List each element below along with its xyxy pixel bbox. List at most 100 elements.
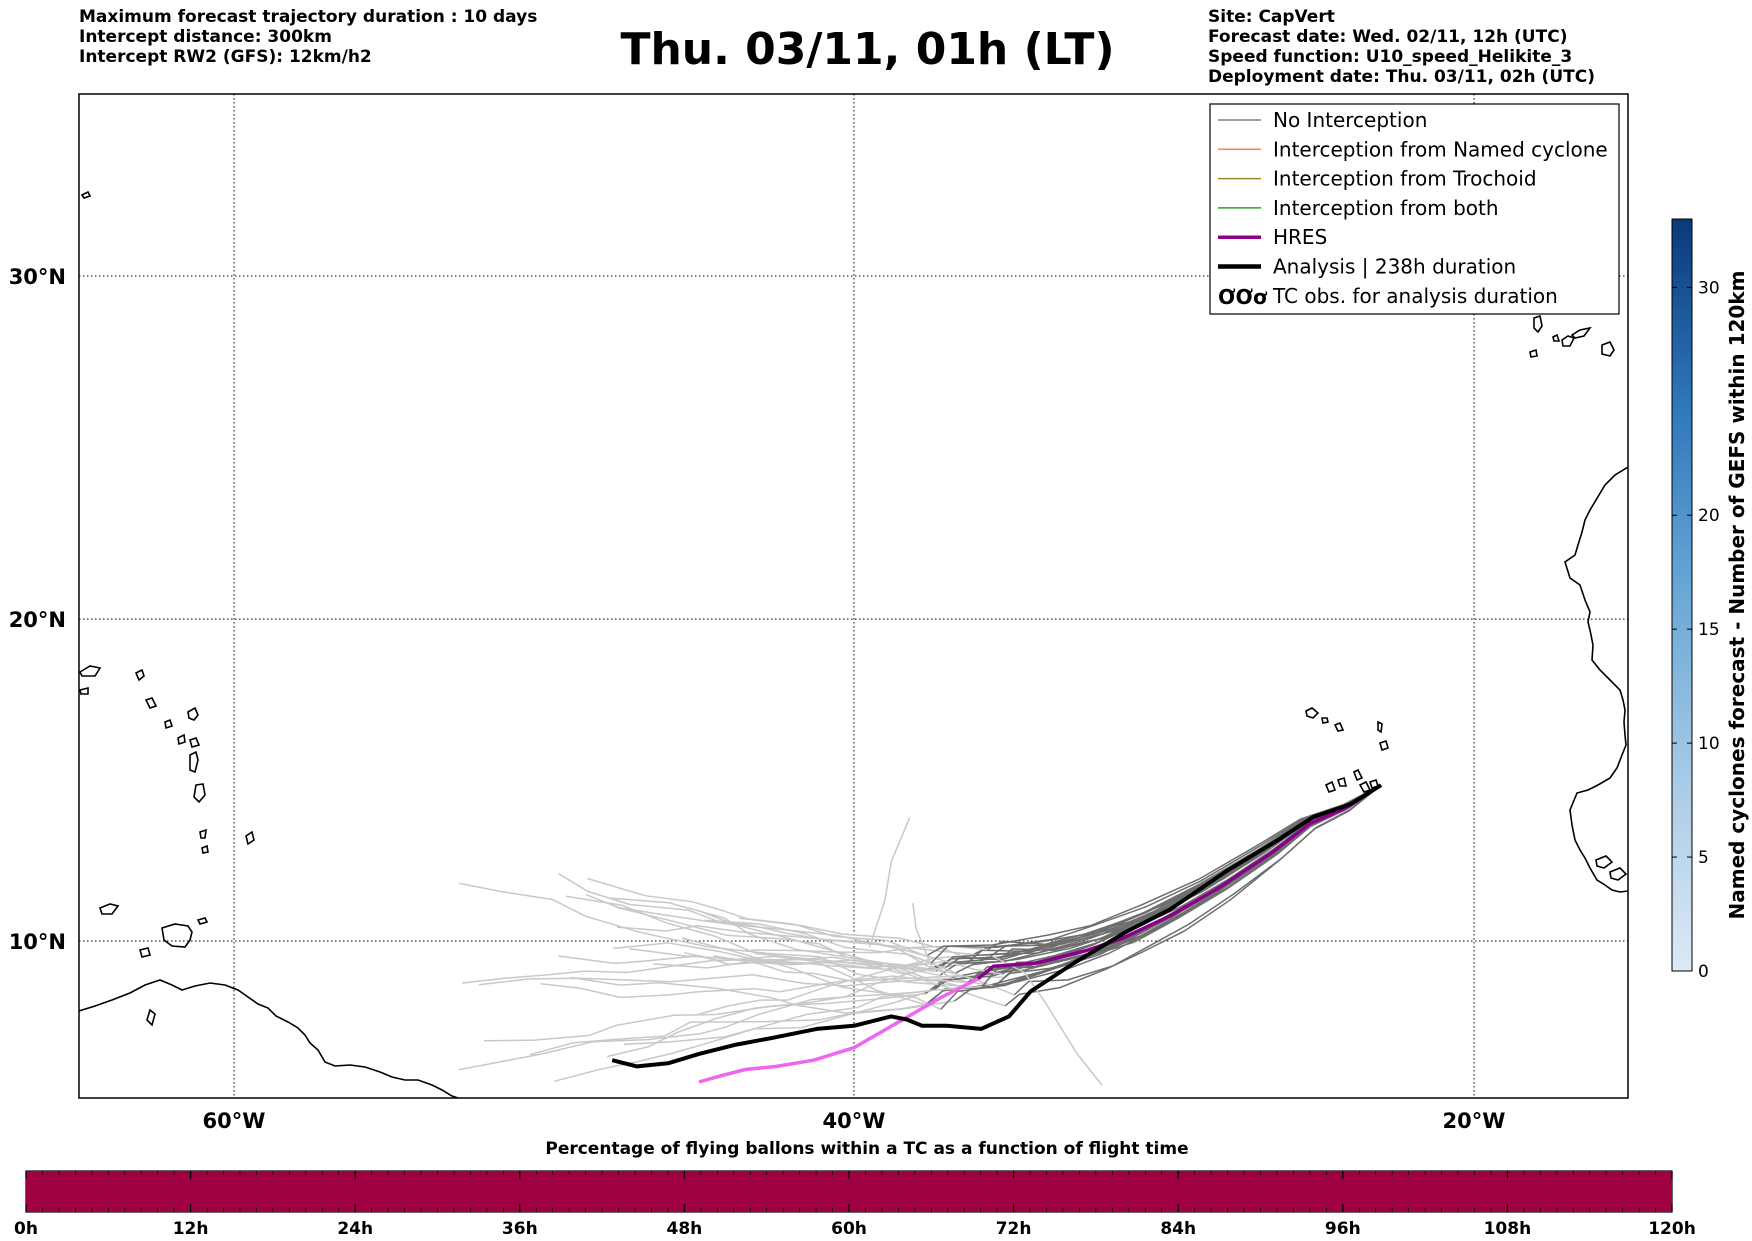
colorbar-right: Named cyclones forecast - Number of GEFS… <box>1671 218 1749 982</box>
cape-verde-island-1 <box>1305 707 1320 719</box>
member-trajectory-light <box>587 877 927 957</box>
colorbar-right-tick-label: 30 <box>1698 278 1720 298</box>
member-trajectory-light <box>529 1000 955 1056</box>
colorbar-bottom-tick-label: 108h <box>1484 1219 1532 1239</box>
colorbar-bottom: Percentage of flying ballons within a TC… <box>14 1139 1696 1239</box>
caribbean-island-4 <box>199 828 207 839</box>
colorbar-bottom-tick-label: 48h <box>667 1219 703 1239</box>
coastlines <box>79 190 1628 1098</box>
main-trajectories <box>611 783 1383 1084</box>
header-left: Maximum forecast trajectory duration : 1… <box>79 7 537 67</box>
member-trajectory-light <box>615 906 972 984</box>
caribbean-island-7 <box>79 665 102 677</box>
caribbean-island-10 <box>144 697 158 709</box>
colorbar-bottom-tick-label: 120h <box>1648 1219 1696 1239</box>
legend-label: TC obs. for analysis duration <box>1272 284 1558 308</box>
lon-tick-label: 20°W <box>1443 1109 1506 1133</box>
forecast-date-text: Forecast date: Wed. 02/11, 12h (UTC) <box>1208 27 1568 47</box>
legend: No Interception Interception from Named c… <box>1209 103 1620 315</box>
lon-tick-label: 40°W <box>823 1109 886 1133</box>
member-trajectory-light <box>459 882 964 987</box>
lat-tick-label: 30°N <box>9 265 66 289</box>
legend-label: No Interception <box>1273 108 1427 132</box>
colorbar-bottom-tick-label: 72h <box>996 1219 1032 1239</box>
member-trajectory-light <box>558 873 1003 975</box>
member-trajectory-light <box>462 958 946 984</box>
caribbean-island-13 <box>245 830 255 846</box>
canary-island-2 <box>1561 335 1576 347</box>
longitude-tick-labels: 60°W 40°W 20°W <box>203 1109 1506 1133</box>
member-trajectory-light <box>623 985 983 1046</box>
colorbar-right-tick-label: 20 <box>1698 506 1720 526</box>
colorbar-bottom-tick-label: 36h <box>502 1219 538 1239</box>
caribbean-island-12 <box>177 733 186 746</box>
hres-trajectory-extended <box>698 977 979 1084</box>
member-trajectory-light <box>607 963 967 1058</box>
intercept-rw2-text: Intercept RW2 (GFS): 12km/h2 <box>79 47 372 67</box>
colorbar-right-gradient <box>1671 218 1693 972</box>
legend-symbol-tc-obs: ƠƠơ <box>1218 285 1268 309</box>
cape-verde-island-3 <box>1333 721 1345 732</box>
member-trajectory-light <box>713 954 1005 982</box>
max-duration-text: Maximum forecast trajectory duration : 1… <box>79 7 538 27</box>
map-frame <box>78 93 1629 1099</box>
tobago-island <box>196 917 209 925</box>
cape-verde-island-2 <box>1321 717 1329 724</box>
member-trajectory-light <box>681 937 942 1011</box>
legend-label: Interception from Trochoid <box>1273 167 1537 191</box>
cape-verde-island-5 <box>1379 739 1389 752</box>
member-trajectory-light <box>912 903 954 980</box>
caribbean-island-6 <box>189 737 201 748</box>
member-trajectory-light <box>540 975 964 999</box>
legend-label: Analysis | 238h duration <box>1273 255 1516 279</box>
africa-coast <box>1564 466 1628 893</box>
header-right: Site: CapVert Forecast date: Wed. 02/11,… <box>1208 7 1595 87</box>
page-title: Thu. 03/11, 01h (LT) <box>620 24 1115 75</box>
caribbean-island-8 <box>79 686 89 695</box>
canary-island-1 <box>1533 314 1543 334</box>
colorbar-bottom-tick-label: 84h <box>1160 1219 1196 1239</box>
member-trajectory-light <box>653 961 941 977</box>
speed-function-text: Speed function: U10_speed_Helikite_3 <box>1208 47 1573 67</box>
legend-label: Interception from both <box>1273 196 1499 220</box>
gridlines <box>79 94 1628 1098</box>
member-trajectory-light <box>458 990 930 1071</box>
member-trajectory-dark <box>1013 784 1382 996</box>
caribbean-island-16 <box>146 1008 156 1027</box>
member-trajectory-light <box>704 919 957 974</box>
member-trajectory-light <box>868 816 911 948</box>
colorbar-bottom-tick-label: 60h <box>831 1219 867 1239</box>
canary-island-5 <box>1601 340 1615 357</box>
caribbean-island-15 <box>139 947 151 958</box>
legend-label: Interception from Named cyclone <box>1273 137 1608 161</box>
intercept-distance-text: Intercept distance: 300km <box>79 27 332 47</box>
cape-verde-island-10 <box>1336 776 1348 787</box>
legend-label: HRES <box>1273 225 1327 249</box>
lon-tick-label: 60°W <box>203 1109 266 1133</box>
caribbean-island-2 <box>189 750 199 774</box>
colorbar-bottom-title: Percentage of flying ballons within a TC… <box>545 1139 1188 1159</box>
member-trajectory-light <box>484 993 926 1042</box>
cape-verde-island-9 <box>1324 780 1337 793</box>
colorbar-right-label: Named cyclones forecast - Number of GEFS… <box>1725 271 1749 920</box>
canary-island-4 <box>1570 326 1592 339</box>
colorbar-bottom-tick-label: 12h <box>173 1219 209 1239</box>
member-trajectory-light <box>613 942 931 971</box>
canary-island-6 <box>1529 348 1538 358</box>
analysis-trajectory <box>611 783 1383 1069</box>
caribbean-island-1 <box>187 706 199 721</box>
africa-islands-2 <box>1609 867 1628 881</box>
deployment-date-text: Deployment date: Thu. 03/11, 02h (UTC) <box>1208 67 1595 87</box>
south-america-coast <box>79 979 459 1098</box>
canary-island-3 <box>1552 333 1561 342</box>
cape-verde-island-6 <box>1352 768 1364 782</box>
colorbar-right-tick-label: 10 <box>1698 734 1720 754</box>
member-trajectory-light <box>585 893 1006 1007</box>
colorbar-bottom-tick-label: 24h <box>337 1219 373 1239</box>
colorbar-right-tick-label: 0 <box>1698 962 1709 982</box>
hres-trajectory <box>976 783 1382 981</box>
caribbean-island-17 <box>80 190 92 199</box>
lat-tick-label: 20°N <box>9 608 66 632</box>
colorbar-right-tick-label: 5 <box>1698 848 1709 868</box>
